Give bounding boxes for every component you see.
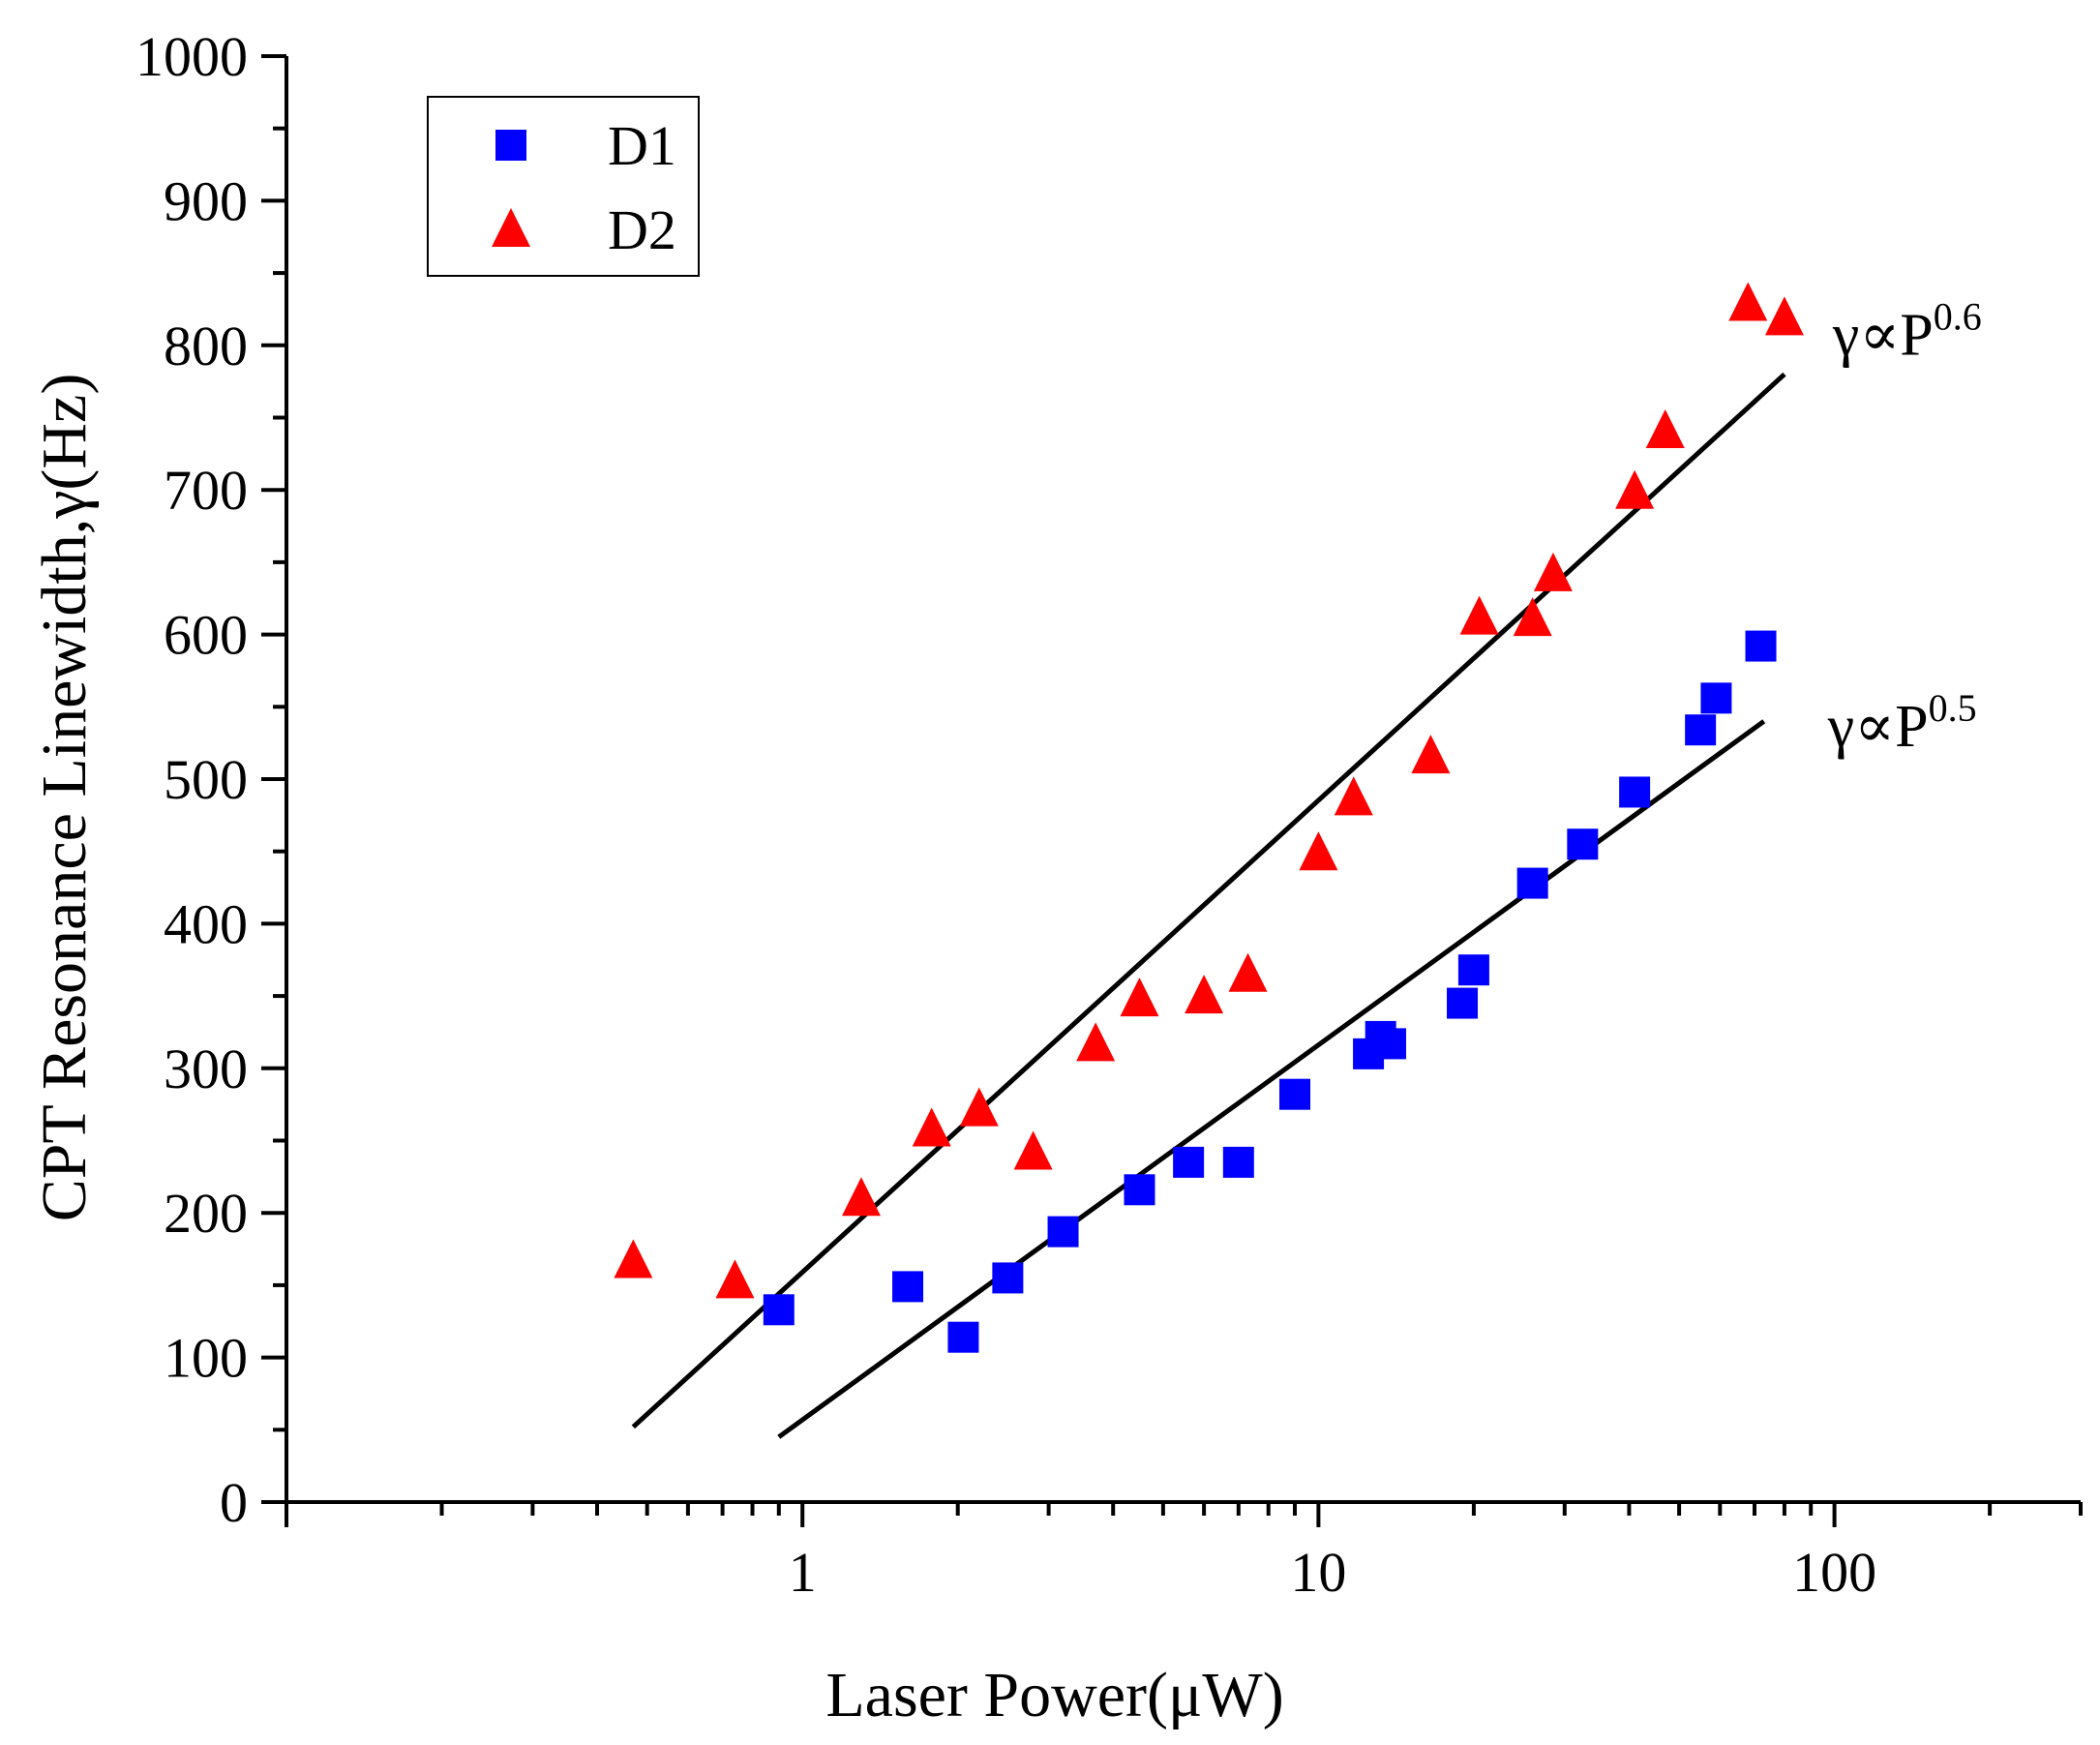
y-tick-label: 300 xyxy=(164,1038,248,1100)
d1-point xyxy=(1567,828,1599,860)
d2-point xyxy=(1615,469,1655,509)
x-axis-title: Laser Power(μW) xyxy=(825,1660,1283,1730)
fit-label: γ∝P0.5 xyxy=(1827,686,1977,760)
d1-point xyxy=(1279,1078,1311,1110)
y-tick-label: 1000 xyxy=(135,25,248,88)
legend-box xyxy=(427,96,700,277)
fit-line xyxy=(777,719,1766,1439)
fit-label: γ∝P0.6 xyxy=(1832,295,1982,369)
d2-point xyxy=(1533,552,1573,591)
d2-point xyxy=(841,1177,881,1217)
d2-point xyxy=(715,1259,755,1299)
fit-lines xyxy=(631,372,1786,1439)
d2-point xyxy=(1645,408,1685,448)
fit-exponent: 0.6 xyxy=(1934,295,1982,339)
y-tick-label: 600 xyxy=(164,604,248,667)
d2-point xyxy=(1228,952,1268,992)
y-tick-label: 100 xyxy=(164,1327,248,1390)
d2-point xyxy=(1764,296,1804,336)
fit-annotations: γ∝P0.6 γ∝P0.5 xyxy=(1827,295,1982,761)
d1-point xyxy=(1222,1146,1254,1178)
x-tick-label: 100 xyxy=(1792,1541,1876,1604)
legend-marker-d2 xyxy=(492,208,530,247)
fit-exponent: 0.5 xyxy=(1929,686,1977,730)
y-tick-label: 200 xyxy=(164,1182,248,1245)
d2-point xyxy=(1728,282,1768,321)
d1-point xyxy=(947,1321,979,1353)
fit-line xyxy=(631,372,1786,1429)
d2-point xyxy=(1459,595,1499,635)
d1-point xyxy=(1047,1216,1079,1248)
d2-point xyxy=(1411,735,1451,774)
data-points xyxy=(614,282,1804,1353)
d2-point xyxy=(1299,831,1338,871)
d1-point xyxy=(763,1294,795,1326)
d1-point xyxy=(1619,776,1651,808)
x-tick-label: 1 xyxy=(789,1541,817,1604)
x-tick-label: 10 xyxy=(1290,1541,1346,1604)
legend-marker-d1 xyxy=(495,130,526,161)
d2-point xyxy=(614,1239,653,1279)
d2-point xyxy=(1120,978,1159,1017)
y-tick-label: 400 xyxy=(164,892,248,955)
y-tick-label: 500 xyxy=(164,748,248,811)
axes: 0 100 200 300 400 500 600 700 800 900 1000 1 10 100 xyxy=(135,25,2083,1604)
legend-label-d2: D2 xyxy=(608,198,676,261)
d1-point xyxy=(1685,714,1717,746)
d2-point xyxy=(1013,1130,1053,1170)
d1-point xyxy=(1173,1146,1205,1178)
d1-point xyxy=(892,1271,924,1303)
legend-label-d1: D1 xyxy=(608,114,676,177)
d2-point xyxy=(1185,975,1224,1014)
d2-point xyxy=(912,1107,951,1147)
d1-point xyxy=(1700,682,1732,714)
d2-point xyxy=(959,1087,999,1127)
d1-point xyxy=(1745,630,1777,662)
d1-point xyxy=(1516,867,1548,899)
y-tick-label: 0 xyxy=(220,1471,248,1534)
y-tick-label: 900 xyxy=(164,169,248,232)
y-tick-label: 800 xyxy=(164,315,248,377)
d2-point xyxy=(1334,776,1373,816)
y-axis-title: CPT Resonance Linewidth,γ(Hz) xyxy=(29,374,100,1222)
y-tick-label: 700 xyxy=(164,459,248,522)
d1-point xyxy=(1124,1174,1155,1206)
d1-point xyxy=(992,1262,1024,1294)
d2-point xyxy=(1513,597,1552,637)
d2-point xyxy=(1076,1022,1116,1062)
d1-point xyxy=(1374,1028,1406,1060)
d1-point xyxy=(1457,954,1489,986)
d1-point xyxy=(1447,987,1479,1019)
